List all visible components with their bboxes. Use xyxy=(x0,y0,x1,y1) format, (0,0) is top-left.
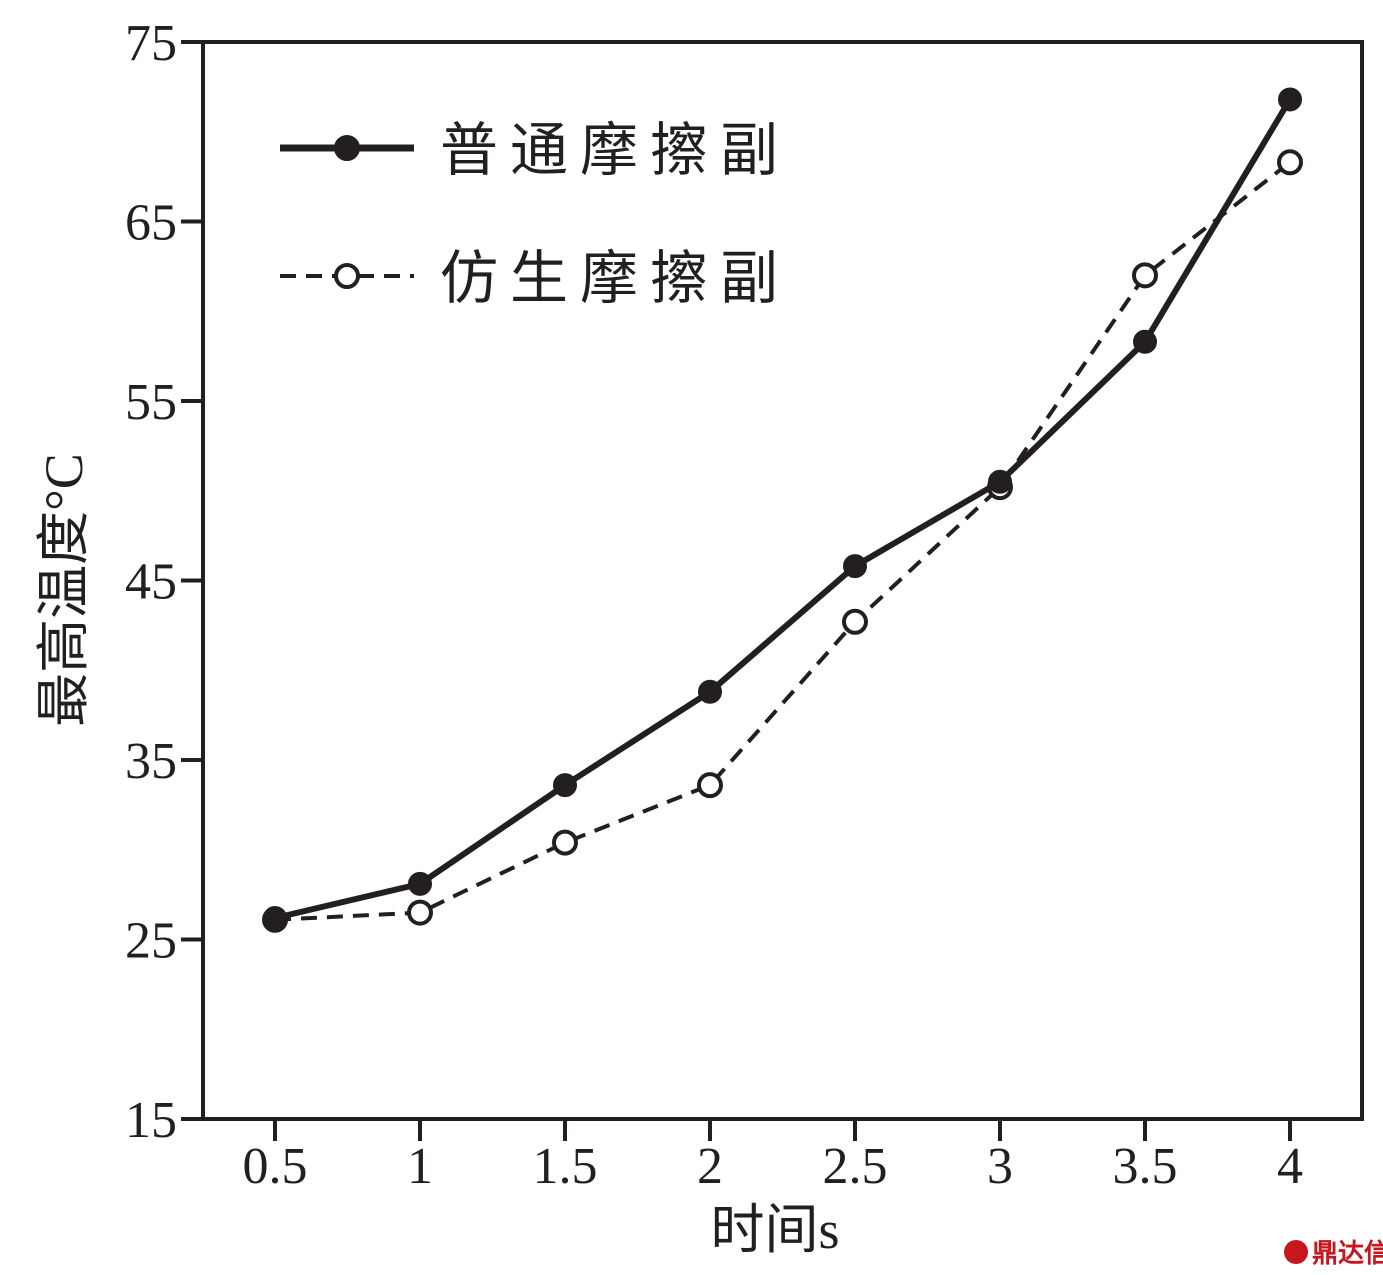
y-tick-label: 75 xyxy=(125,15,177,72)
y-tick-label: 15 xyxy=(125,1092,177,1149)
series-1-point xyxy=(553,773,577,798)
plot-frame xyxy=(201,40,1364,1121)
series-1-point xyxy=(1133,329,1157,354)
series-2-point xyxy=(1132,262,1158,289)
y-tick-label: 55 xyxy=(125,374,177,431)
series-line-2 xyxy=(274,160,1292,922)
watermark-logo-icon xyxy=(1284,1240,1308,1264)
series-1-point xyxy=(988,469,1012,494)
series-1-point xyxy=(843,554,867,579)
x-axis-label: 时间s xyxy=(710,1200,839,1260)
series-1-point xyxy=(263,905,287,930)
x-tick-label: 4 xyxy=(1277,1138,1303,1195)
legend-marker-1 xyxy=(334,135,360,161)
series-2-point xyxy=(552,829,578,856)
y-axis-label: 最高温度°C xyxy=(34,453,94,727)
legend-marker-2 xyxy=(334,263,360,289)
y-tick-label: 25 xyxy=(125,913,177,970)
y-tick-label: 35 xyxy=(125,733,177,790)
x-tick-label: 3 xyxy=(987,1138,1013,1195)
legend-label-1: 普通摩擦副 xyxy=(440,118,790,183)
x-tick-label: 3.5 xyxy=(1113,1138,1178,1195)
x-tick-label: 1.5 xyxy=(533,1138,598,1195)
x-axis-ticks: 0.5 1 1.5 2 2.5 3 3.5 4 xyxy=(243,1119,1303,1195)
y-axis-ticks: 15 25 35 45 55 65 75 xyxy=(125,15,203,1149)
series-layer xyxy=(262,87,1303,933)
plot-area-border xyxy=(201,40,1364,1121)
x-tick-label: 0.5 xyxy=(243,1138,308,1195)
legend-label-2: 仿生摩擦副 xyxy=(440,246,790,311)
series-1-point xyxy=(408,871,432,896)
y-tick-label: 65 xyxy=(125,195,177,252)
series-line-1 xyxy=(274,97,1293,921)
y-tick-label: 45 xyxy=(125,554,177,611)
watermark: 鼎达信 xyxy=(1284,1239,1383,1269)
watermark-text: 鼎达信 xyxy=(1312,1239,1383,1269)
series-2-point xyxy=(407,899,433,926)
series-1-point xyxy=(1278,87,1302,112)
series-2-point xyxy=(842,608,868,635)
x-tick-label: 1 xyxy=(407,1138,433,1195)
series-2-point xyxy=(697,772,723,799)
x-tick-label: 2.5 xyxy=(823,1138,888,1195)
series-2-point xyxy=(1277,149,1303,176)
x-tick-label: 2 xyxy=(697,1138,723,1195)
series-1-point xyxy=(698,679,722,704)
